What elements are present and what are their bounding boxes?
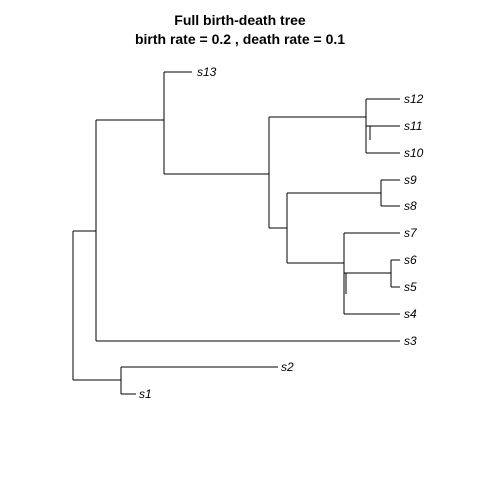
tip-label-s2: s2	[281, 360, 294, 374]
tree-title: Full birth-death tree	[174, 12, 306, 28]
tip-label-s4: s4	[404, 307, 417, 321]
tip-label-s1: s1	[139, 387, 152, 401]
tip-label-s3: s3	[404, 334, 417, 348]
tree-subtitle: birth rate = 0.2 , death rate = 0.1	[134, 31, 346, 47]
tip-label-s6: s6	[404, 253, 417, 267]
tip-label-s10: s10	[404, 146, 424, 160]
tip-label-s12: s12	[404, 92, 424, 106]
tip-label-s5: s5	[404, 280, 417, 294]
tip-label-s11: s11	[404, 119, 422, 133]
tip-label-s9: s9	[404, 173, 417, 187]
tip-label-s7: s7	[404, 226, 418, 240]
tip-label-s8: s8	[404, 199, 417, 213]
tip-label-s13: s13	[197, 65, 217, 79]
